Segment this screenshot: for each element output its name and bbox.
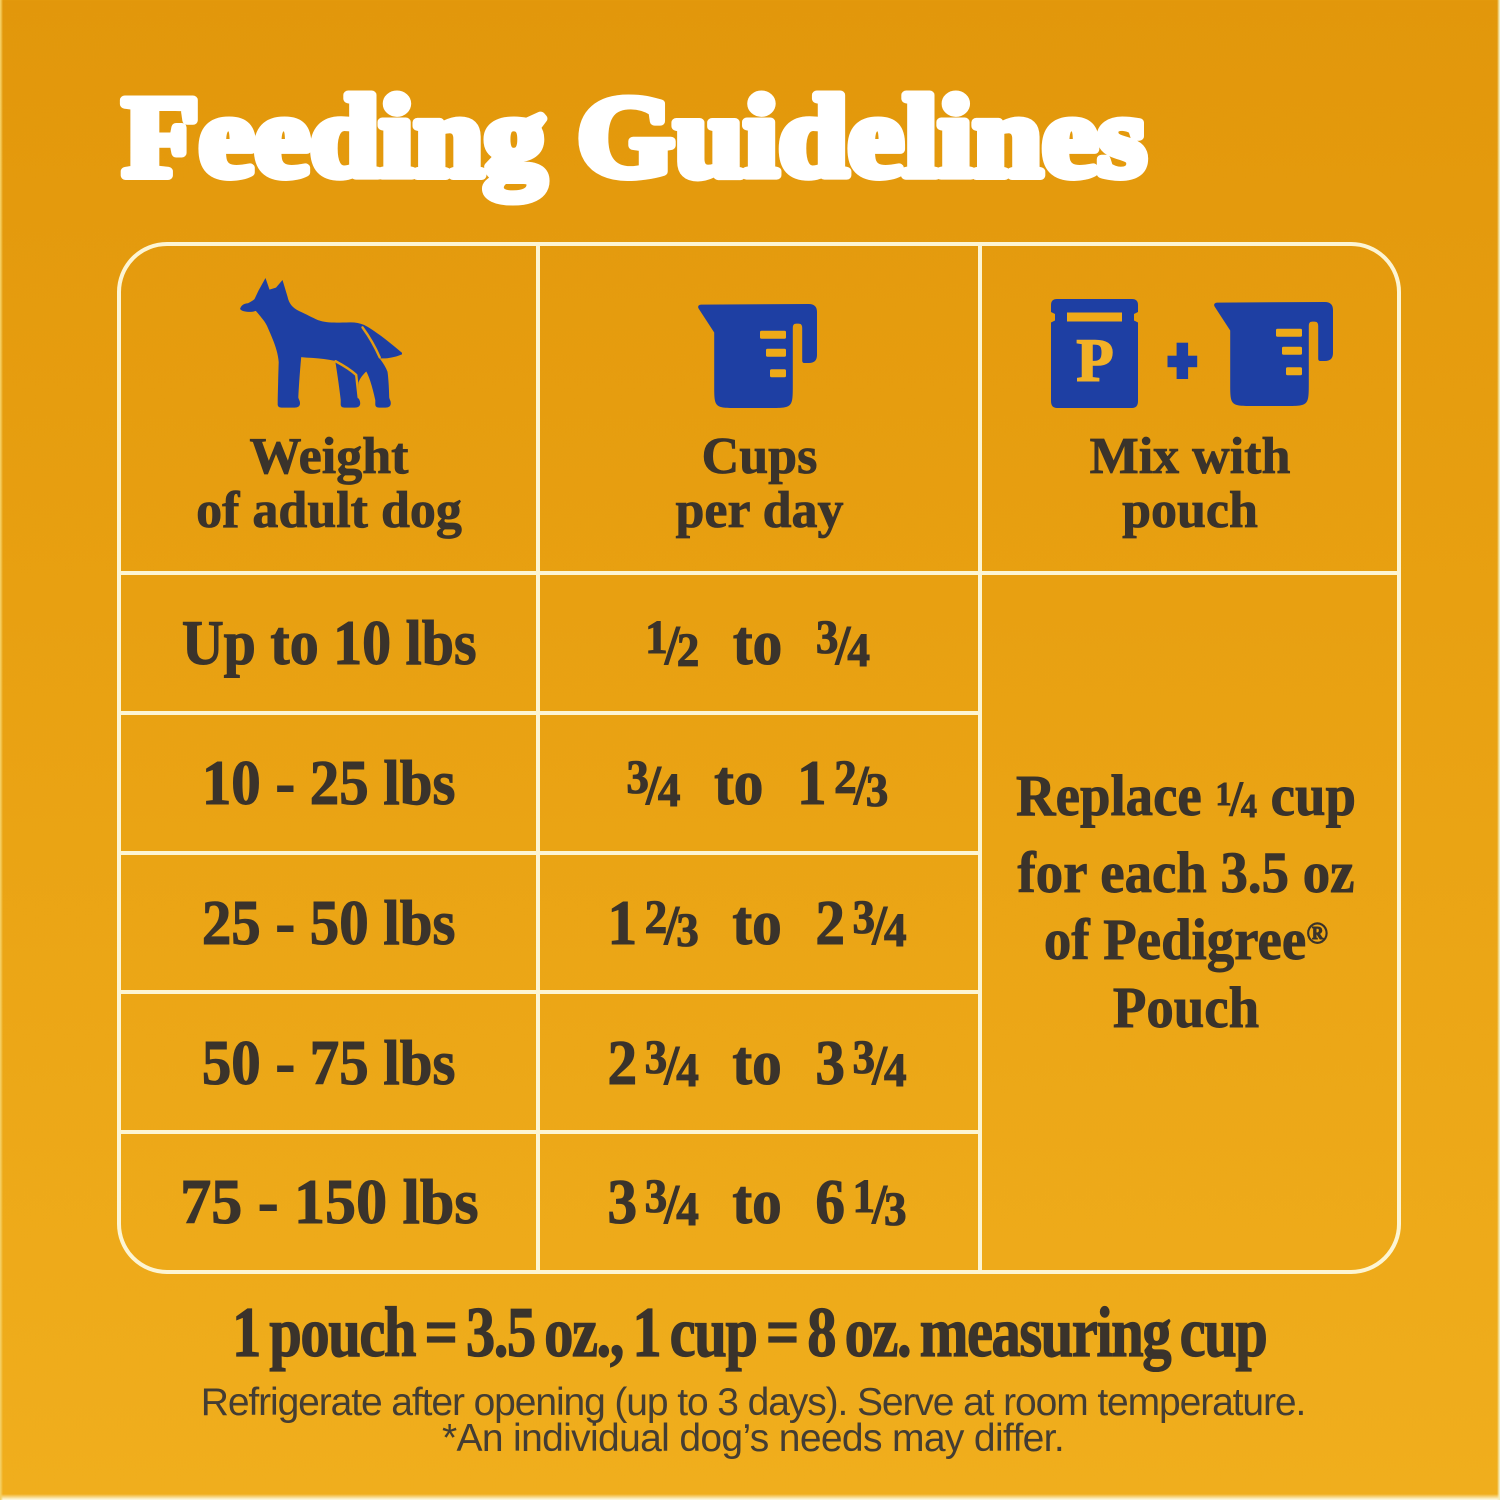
svg-text:Feeding Guidelines: Feeding Guidelines bbox=[123, 73, 1147, 201]
svg-text:P: P bbox=[1076, 328, 1113, 395]
